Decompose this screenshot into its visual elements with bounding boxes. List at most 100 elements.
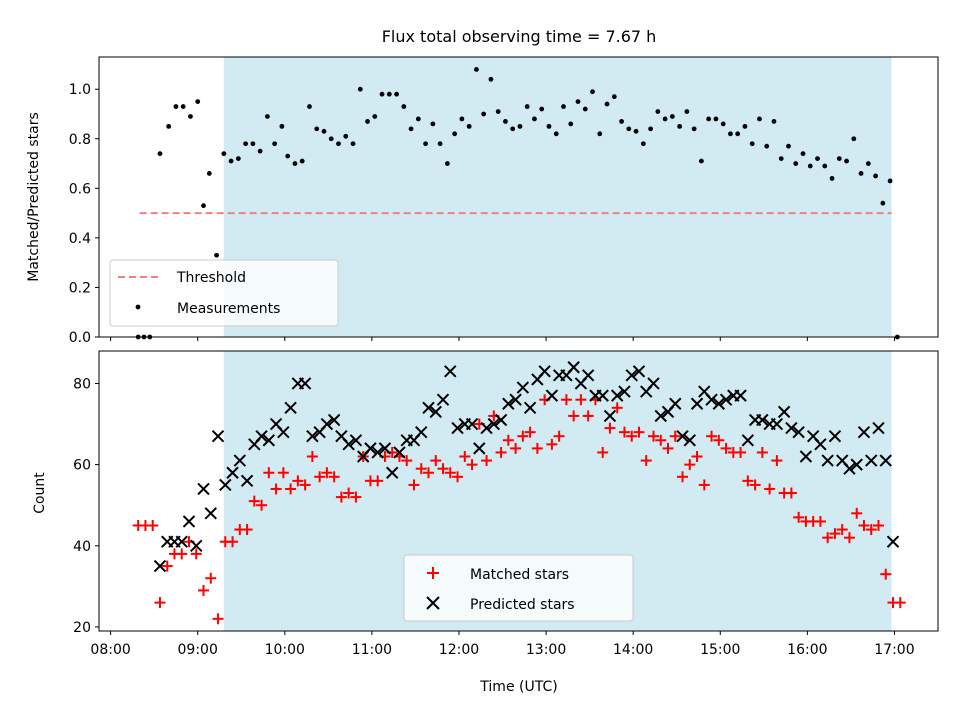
measurement-point [430, 121, 436, 127]
predicted-star-point [821, 454, 834, 467]
matched-star-point [466, 459, 478, 471]
predicted-star-point [719, 393, 733, 406]
predicted-star-point [262, 434, 276, 447]
matched-star-point [335, 491, 347, 503]
bottom-y-axis: 20 40 60 80 [73, 376, 99, 636]
measurement-point [749, 141, 755, 147]
matched-star-point [597, 446, 609, 458]
matched-star-point [350, 491, 362, 503]
predicted-star-point [364, 442, 377, 455]
predicted-star-point [240, 474, 254, 488]
matched-star-point [459, 451, 471, 463]
predicted-star-point [451, 421, 464, 435]
predicted-star-point [255, 430, 268, 443]
predicted-star-point [175, 535, 188, 548]
matched-star-point [655, 434, 667, 446]
matched-star-point [684, 459, 696, 471]
measurement-point [590, 89, 595, 95]
matched-star-point [241, 524, 253, 536]
measurement-point [786, 143, 791, 149]
predicted-star-point [494, 413, 508, 427]
bottom-y-axis-label: Count [32, 472, 48, 514]
measurement-point [684, 109, 690, 114]
predicted-star-point [422, 401, 435, 415]
measurement-point [201, 203, 206, 209]
bottom-panel: 20 40 60 80 08:00 09:00 10:00 11:00 12:00 13:00 1… [32, 350, 939, 695]
top-x-ticks [110, 337, 895, 341]
matched-star-point [212, 613, 224, 625]
measurement-point [466, 123, 472, 129]
matched-star-point [647, 430, 659, 442]
measurement-point [532, 116, 537, 122]
measurement-point [800, 151, 806, 157]
matched-star-point [662, 442, 674, 454]
predicted-star-point [669, 397, 682, 410]
predicted-star-point [342, 438, 355, 451]
measurement-point [285, 153, 291, 159]
matched-star-point [640, 455, 652, 467]
matched-star-point [713, 434, 725, 446]
predicted-star-point [153, 559, 167, 573]
measurement-point [568, 121, 574, 127]
measurement-point [728, 131, 733, 137]
predicted-star-point [386, 466, 399, 479]
matched-star-point [277, 467, 289, 479]
measurement-point [314, 126, 320, 132]
measurement-point [640, 141, 646, 147]
measurement-point [401, 104, 407, 109]
measurement-point [444, 161, 450, 166]
matched-star-point [205, 572, 217, 584]
measurement-point [495, 109, 501, 114]
top-y-axis-label: Matched/Predicted stars [26, 112, 42, 282]
measurement-point [336, 141, 341, 147]
matched-star-point [328, 471, 340, 483]
matched-star-point [568, 410, 580, 422]
matched-star-point [437, 463, 449, 475]
legend-matched-marker [427, 567, 439, 579]
matched-star-point [575, 394, 587, 406]
predicted-star-point [690, 397, 704, 410]
matched-star-point [292, 475, 304, 487]
measurement-point [771, 119, 777, 124]
top-chart-title: Flux total observing time = 7.67 h [382, 27, 657, 46]
x-tick-label: 12:00 [439, 642, 479, 658]
matched-star-point [756, 446, 768, 458]
y-tick-label: 0.6 [69, 181, 91, 197]
measurement-point [829, 176, 835, 181]
matched-star-point [198, 584, 210, 596]
predicted-star-point [596, 389, 609, 402]
measurement-point [546, 123, 552, 129]
predicted-star-point [211, 430, 225, 443]
top-plot-frame [98, 56, 939, 338]
matched-star-point [176, 548, 188, 560]
predicted-star-point [320, 417, 334, 431]
predicted-star-point [581, 369, 595, 382]
measurement-point [793, 161, 799, 166]
predicted-star-point [349, 434, 363, 447]
matched-star-point [560, 394, 572, 406]
predicted-star-point [756, 413, 769, 427]
measurement-point [408, 126, 414, 132]
measurement-point [677, 123, 683, 129]
predicted-star-point [306, 430, 319, 443]
measurement-point [742, 123, 748, 129]
matched-star-point [161, 560, 173, 572]
predicted-star-point [879, 454, 892, 467]
predicted-star-point [792, 425, 805, 439]
matched-star-point [553, 430, 565, 442]
predicted-star-point [487, 417, 501, 431]
measurement-point [778, 156, 784, 161]
predicted-star-point [734, 389, 747, 402]
matched-star-point [749, 479, 761, 491]
legend-matched-label: Matched stars [470, 567, 569, 583]
predicted-star-point [545, 389, 559, 402]
measurement-point [669, 114, 675, 119]
matched-star-point [343, 487, 355, 499]
predicted-star-point [654, 409, 667, 423]
measurement-point [250, 141, 256, 147]
matched-star-point [793, 511, 805, 523]
matched-star-point [314, 471, 326, 483]
measurement-point [474, 66, 479, 72]
measurement-point [815, 156, 820, 161]
